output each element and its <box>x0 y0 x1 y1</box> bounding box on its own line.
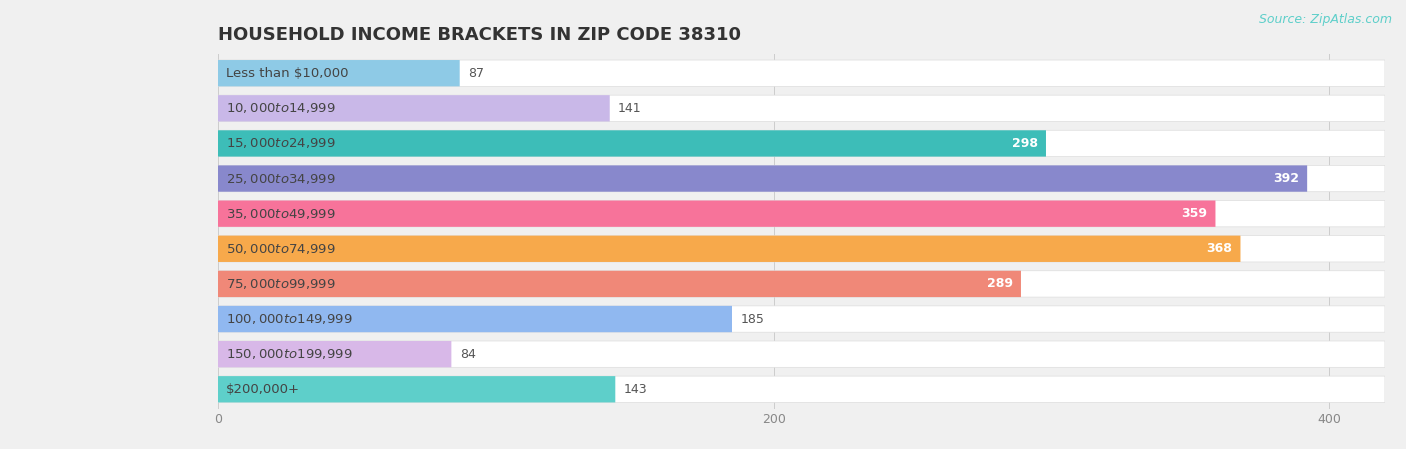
FancyBboxPatch shape <box>218 271 1385 297</box>
Text: 185: 185 <box>741 313 765 326</box>
FancyBboxPatch shape <box>218 306 1385 332</box>
Text: $35,000 to $49,999: $35,000 to $49,999 <box>226 207 336 220</box>
FancyBboxPatch shape <box>218 130 1046 157</box>
Text: 359: 359 <box>1181 207 1208 220</box>
Text: $200,000+: $200,000+ <box>226 383 301 396</box>
Text: $75,000 to $99,999: $75,000 to $99,999 <box>226 277 336 291</box>
Text: 141: 141 <box>619 102 641 115</box>
Text: $50,000 to $74,999: $50,000 to $74,999 <box>226 242 336 256</box>
FancyBboxPatch shape <box>218 60 460 86</box>
FancyBboxPatch shape <box>218 341 451 367</box>
Text: Less than $10,000: Less than $10,000 <box>226 67 349 79</box>
FancyBboxPatch shape <box>218 306 733 332</box>
FancyBboxPatch shape <box>218 130 1385 157</box>
Text: 84: 84 <box>460 348 475 361</box>
FancyBboxPatch shape <box>218 271 1021 297</box>
Text: HOUSEHOLD INCOME BRACKETS IN ZIP CODE 38310: HOUSEHOLD INCOME BRACKETS IN ZIP CODE 38… <box>218 26 741 44</box>
Text: $15,000 to $24,999: $15,000 to $24,999 <box>226 136 336 150</box>
Text: Source: ZipAtlas.com: Source: ZipAtlas.com <box>1258 13 1392 26</box>
Text: 298: 298 <box>1011 137 1038 150</box>
FancyBboxPatch shape <box>218 341 1385 367</box>
FancyBboxPatch shape <box>218 236 1385 262</box>
Text: 143: 143 <box>624 383 647 396</box>
FancyBboxPatch shape <box>218 236 1240 262</box>
FancyBboxPatch shape <box>218 201 1385 227</box>
FancyBboxPatch shape <box>218 60 1385 86</box>
Text: $100,000 to $149,999: $100,000 to $149,999 <box>226 312 353 326</box>
FancyBboxPatch shape <box>218 376 1385 402</box>
Text: 368: 368 <box>1206 242 1232 255</box>
Text: 392: 392 <box>1272 172 1299 185</box>
FancyBboxPatch shape <box>218 165 1385 192</box>
FancyBboxPatch shape <box>218 376 616 402</box>
FancyBboxPatch shape <box>218 95 1385 122</box>
Text: $10,000 to $14,999: $10,000 to $14,999 <box>226 101 336 115</box>
Text: $150,000 to $199,999: $150,000 to $199,999 <box>226 347 353 361</box>
Text: $25,000 to $34,999: $25,000 to $34,999 <box>226 172 336 185</box>
FancyBboxPatch shape <box>218 95 610 122</box>
FancyBboxPatch shape <box>218 165 1308 192</box>
FancyBboxPatch shape <box>218 201 1215 227</box>
Text: 289: 289 <box>987 277 1012 291</box>
Text: 87: 87 <box>468 67 484 79</box>
